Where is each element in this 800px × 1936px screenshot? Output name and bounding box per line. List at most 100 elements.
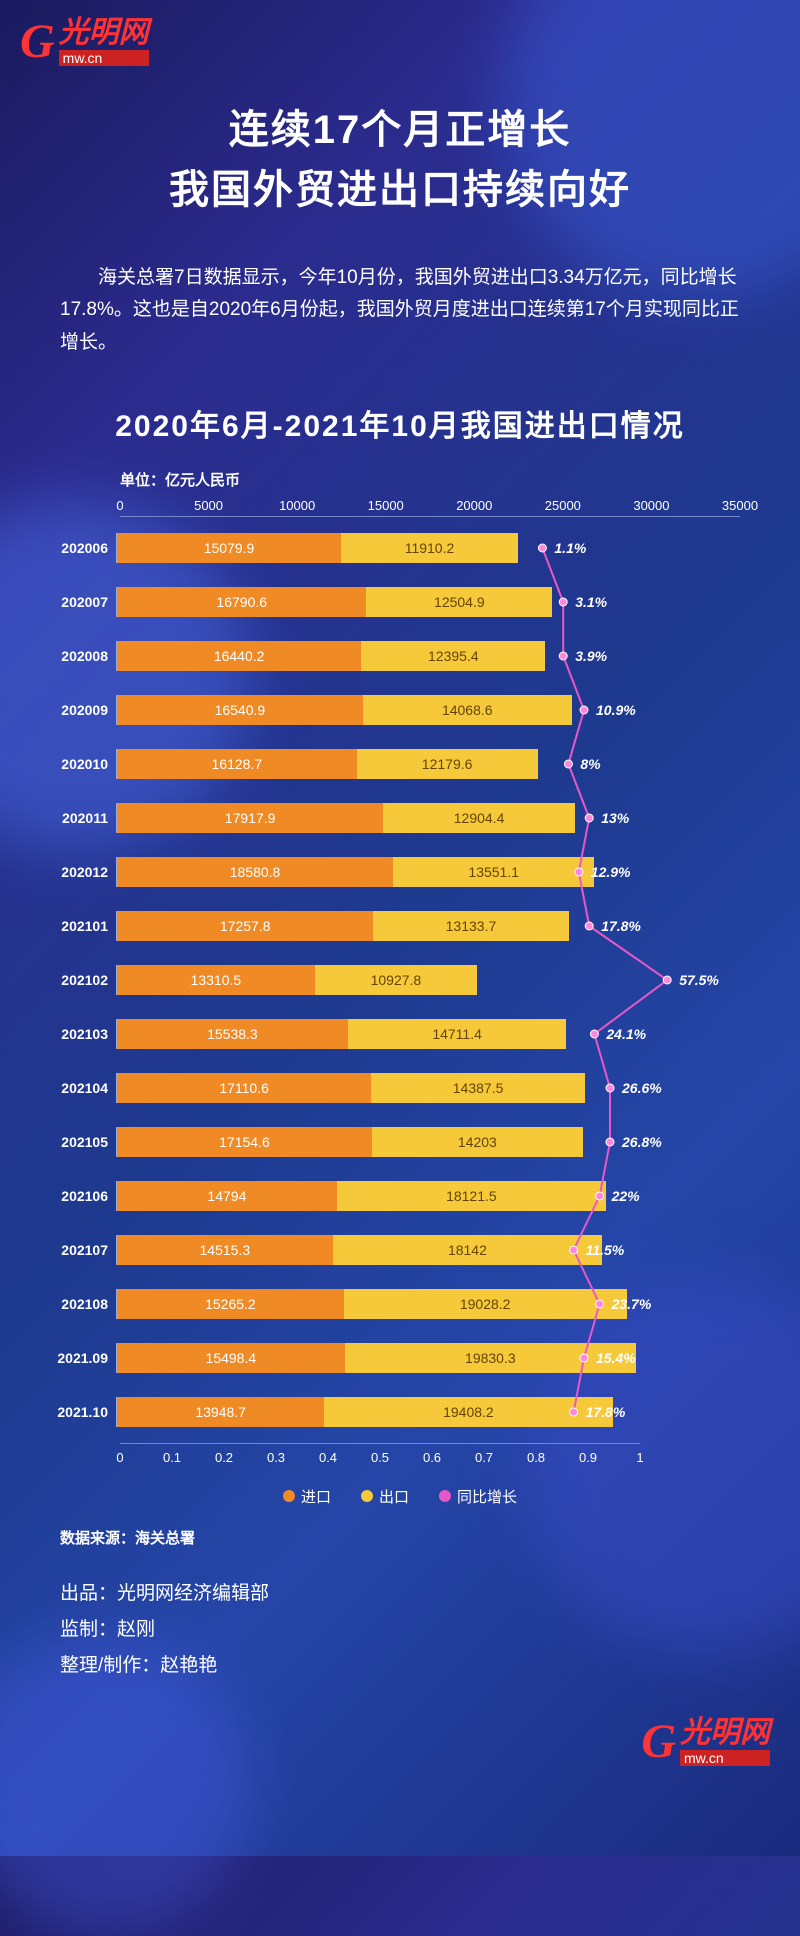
main-title: 连续17个月正增长 我国外贸进出口持续向好 [50, 100, 750, 220]
period-label: 202101 [50, 918, 116, 934]
bar-group: 13310.510927.8 [116, 965, 636, 995]
bar-import: 17110.6 [117, 1073, 371, 1103]
growth-label: 8% [580, 756, 600, 772]
bar-import: 13948.7 [117, 1397, 324, 1427]
bar-import: 15538.3 [117, 1019, 348, 1049]
top-axis-tick: 0 [116, 498, 123, 513]
period-label: 202107 [50, 1242, 116, 1258]
chart-row: 2021061479418121.5 [50, 1169, 750, 1223]
period-label: 202104 [50, 1080, 116, 1096]
bar-import: 16128.7 [117, 749, 357, 779]
bar-group: 17257.813133.7 [116, 911, 636, 941]
bar-import: 15498.4 [117, 1343, 345, 1373]
data-source: 数据来源：海关总署 [60, 1527, 750, 1548]
credit-author: 整理/制作：赵艳艳 [60, 1648, 750, 1684]
bottom-axis-tick: 0.2 [215, 1450, 233, 1465]
period-label: 2021.10 [50, 1404, 116, 1420]
growth-label: 11.5% [586, 1242, 625, 1258]
chart-row: 20200816440.212395.4 [50, 629, 750, 683]
bar-import: 16540.9 [117, 695, 363, 725]
logo-bottom-right: G 光明网 mw.cn [641, 1718, 770, 1766]
bar-import: 14515.3 [117, 1235, 333, 1265]
chart-row: 20210714515.318142 [50, 1223, 750, 1277]
chart-row: 2021.1013948.719408.2 [50, 1385, 750, 1439]
bar-import: 16440.2 [117, 641, 361, 671]
growth-label: 3.9% [575, 648, 607, 664]
bar-import: 16790.6 [117, 587, 366, 617]
growth-label: 26.6% [622, 1080, 662, 1096]
chart-row: 20200716790.612504.9 [50, 575, 750, 629]
bar-group: 18580.813551.1 [116, 857, 636, 887]
bar-group: 17154.614203 [116, 1127, 636, 1157]
chart-row: 20210213310.510927.8 [50, 953, 750, 1007]
growth-label: 23.7% [612, 1296, 652, 1312]
growth-label: 3.1% [575, 594, 607, 610]
bar-export: 19830.3 [345, 1343, 636, 1373]
growth-label: 15.4% [596, 1350, 636, 1366]
bar-group: 15538.314711.4 [116, 1019, 636, 1049]
top-axis-tick: 15000 [368, 498, 404, 513]
chart-row: 20200916540.914068.6 [50, 683, 750, 737]
bar-import: 18580.8 [117, 857, 393, 887]
growth-label: 24.1% [606, 1026, 646, 1042]
bottom-axis-tick: 0.7 [475, 1450, 493, 1465]
bar-group: 13948.719408.2 [116, 1397, 636, 1427]
bar-import: 17154.6 [117, 1127, 372, 1157]
bar-export: 12395.4 [361, 641, 545, 671]
logo-g: G [641, 1718, 676, 1766]
logo-en: mw.cn [680, 1750, 770, 1766]
period-label: 202012 [50, 864, 116, 880]
bar-group: 14515.318142 [116, 1235, 636, 1265]
bar-export: 19408.2 [324, 1397, 612, 1427]
subtitle-text: 海关总署7日数据显示，今年10月份，我国外贸进出口3.34万亿元，同比增长17.… [50, 250, 750, 371]
chart-row: 2021.0915498.419830.3 [50, 1331, 750, 1385]
bar-export: 18121.5 [337, 1181, 606, 1211]
legend-export: 出口 [361, 1486, 409, 1507]
bar-group: 16128.712179.6 [116, 749, 636, 779]
period-label: 202108 [50, 1296, 116, 1312]
top-axis-tick: 35000 [722, 498, 758, 513]
bar-group: 17917.912904.4 [116, 803, 636, 833]
bar-export: 13551.1 [393, 857, 594, 887]
bar-export: 18142 [333, 1235, 603, 1265]
top-axis-tick: 20000 [456, 498, 492, 513]
bar-export: 12504.9 [366, 587, 552, 617]
bar-group: 16540.914068.6 [116, 695, 636, 725]
period-label: 202010 [50, 756, 116, 772]
period-label: 202011 [50, 810, 116, 826]
chart-rows: 20200615079.911910.21.1%20200716790.6125… [50, 521, 750, 1439]
period-label: 202007 [50, 594, 116, 610]
title-line-1: 连续17个月正增长 [50, 100, 750, 160]
bar-import: 13310.5 [117, 965, 315, 995]
bar-export: 14387.5 [371, 1073, 585, 1103]
bar-import: 14794 [117, 1181, 337, 1211]
bottom-axis-tick: 0.5 [371, 1450, 389, 1465]
growth-label: 57.5% [679, 972, 719, 988]
period-label: 202006 [50, 540, 116, 556]
period-label: 202105 [50, 1134, 116, 1150]
credit-producer: 出品：光明网经济编辑部 [60, 1576, 750, 1612]
top-axis-tick: 25000 [545, 498, 581, 513]
legend-import: 进口 [283, 1486, 331, 1507]
bar-group: 17110.614387.5 [116, 1073, 636, 1103]
bottom-axis-tick: 0 [116, 1450, 123, 1465]
bar-group: 15265.219028.2 [116, 1289, 636, 1319]
bar-import: 15079.9 [117, 533, 341, 563]
period-label: 202009 [50, 702, 116, 718]
period-label: 202103 [50, 1026, 116, 1042]
bottom-axis: 00.10.20.30.40.50.60.70.80.91 [120, 1448, 640, 1468]
bottom-axis-tick: 0.4 [319, 1450, 337, 1465]
period-label: 202106 [50, 1188, 116, 1204]
chart-title: 2020年6月-2021年10月我国进出口情况 [50, 401, 750, 445]
bar-export: 14203 [372, 1127, 583, 1157]
bar-group: 16790.612504.9 [116, 587, 636, 617]
bottom-axis-tick: 0.8 [527, 1450, 545, 1465]
bar-group: 15498.419830.3 [116, 1343, 636, 1373]
bar-export: 11910.2 [341, 533, 518, 563]
bar-export: 10927.8 [315, 965, 477, 995]
growth-label: 17.8% [601, 918, 641, 934]
growth-label: 10.9% [596, 702, 636, 718]
bar-import: 17257.8 [117, 911, 373, 941]
top-axis-tick: 30000 [633, 498, 669, 513]
bar-export: 14711.4 [348, 1019, 567, 1049]
